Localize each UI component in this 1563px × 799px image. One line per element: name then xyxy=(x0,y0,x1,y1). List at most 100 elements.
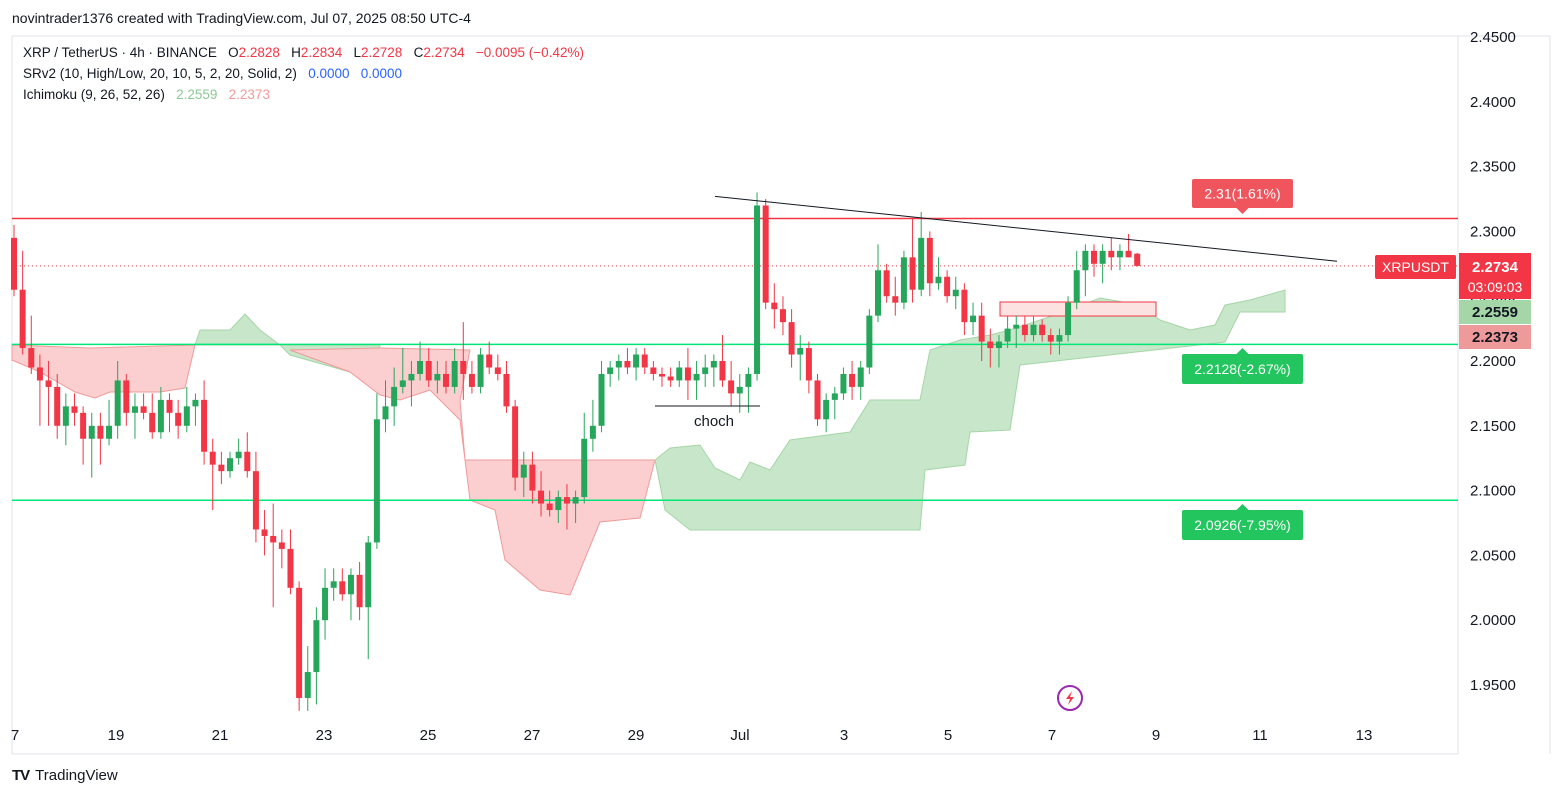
candle-body xyxy=(840,373,847,394)
candle-body xyxy=(106,425,113,439)
support-label-1-bg xyxy=(1182,354,1303,384)
candle xyxy=(866,309,873,374)
candle-body xyxy=(883,270,890,297)
candle xyxy=(425,348,432,387)
x-tick-label: 13 xyxy=(1356,727,1373,744)
low-label: L xyxy=(353,45,361,60)
candle xyxy=(347,568,354,621)
candle-body xyxy=(684,367,691,381)
candle-body xyxy=(875,270,881,316)
candle xyxy=(909,218,916,303)
ichimoku-cloud xyxy=(11,289,1286,596)
ichimoku-tag-2-text: 2.2373 xyxy=(1472,329,1518,346)
candle xyxy=(451,348,458,394)
candle-body xyxy=(615,361,622,368)
candle-body xyxy=(788,322,795,355)
candle-body xyxy=(1134,253,1141,266)
candle-body xyxy=(1013,324,1020,329)
candle xyxy=(399,348,406,394)
candle-body xyxy=(918,237,925,290)
x-tick-label: 7 xyxy=(11,727,19,744)
y-tick-label: 2.4500 xyxy=(1470,29,1516,46)
candle xyxy=(443,361,449,394)
ichimoku-legend[interactable]: Ichimoku (9, 26, 52, 26) 2.2559 2.2373 xyxy=(23,87,270,102)
x-tick-label: 11 xyxy=(1252,727,1268,744)
candle xyxy=(892,276,899,316)
candle-body xyxy=(512,406,519,478)
high-label: H xyxy=(291,45,301,60)
candle-body xyxy=(624,361,631,368)
candle-body xyxy=(270,535,277,543)
candle-body xyxy=(425,361,432,381)
candle xyxy=(1056,328,1063,355)
candle-body xyxy=(1004,328,1011,342)
candle xyxy=(28,315,35,374)
candle-body xyxy=(563,497,570,504)
candle xyxy=(952,276,959,310)
candle xyxy=(494,354,501,381)
candle xyxy=(970,302,977,336)
candle xyxy=(235,438,242,465)
lightning-icon[interactable] xyxy=(1057,685,1083,711)
candle-body xyxy=(857,367,864,387)
candle xyxy=(131,393,138,439)
candle-body xyxy=(667,376,674,381)
candle-body xyxy=(252,471,259,530)
tradingview-logo[interactable]: TV TradingView xyxy=(12,767,118,784)
candle-body xyxy=(261,529,268,536)
candle-body xyxy=(1021,324,1028,336)
candle-body xyxy=(339,581,346,595)
candle xyxy=(391,367,398,426)
ichimoku-label: Ichimoku (9, 26, 52, 26) xyxy=(23,87,165,102)
candle-body xyxy=(235,451,242,459)
x-tick-label: 7 xyxy=(1048,727,1056,744)
symbol-info[interactable]: XRP / TetherUS · 4h · BINANCE xyxy=(23,45,217,60)
candle xyxy=(166,393,173,433)
candle-body xyxy=(434,373,441,381)
candle-body xyxy=(581,438,588,498)
candle-body xyxy=(823,399,830,420)
candle xyxy=(88,412,95,478)
current-price-tag: 2.2734 03:09:03 xyxy=(1459,253,1531,299)
candle xyxy=(80,406,87,465)
ichimoku-value-1: 2.2559 xyxy=(176,87,218,102)
candle-body xyxy=(909,257,916,290)
candle-body xyxy=(771,302,778,310)
candle xyxy=(287,529,294,595)
x-tick-label: 23 xyxy=(316,727,333,744)
open-label: O xyxy=(228,45,239,60)
candle xyxy=(1013,315,1020,349)
candle-body xyxy=(1030,324,1037,336)
candle-body xyxy=(166,399,173,413)
candle xyxy=(1039,319,1046,342)
tradingview-brand: TradingView xyxy=(35,767,118,784)
ichimoku-tag-1: 2.2559 xyxy=(1459,300,1531,324)
support-label-1-pointer xyxy=(1236,348,1249,354)
candle-body xyxy=(468,373,475,387)
candle xyxy=(918,211,925,297)
candle-body xyxy=(382,406,389,420)
candle xyxy=(261,510,268,556)
candle xyxy=(19,250,26,355)
candle-body xyxy=(140,406,147,413)
y-tick-label: 2.3000 xyxy=(1470,223,1516,240)
y-tick-label: 2.1000 xyxy=(1470,483,1516,500)
srv2-legend[interactable]: SRv2 (10, High/Low, 20, 10, 5, 2, 20, So… xyxy=(23,66,402,81)
candle xyxy=(382,380,389,433)
candle-body xyxy=(97,425,104,439)
candle-body xyxy=(728,380,735,394)
candle xyxy=(849,361,856,400)
candle xyxy=(373,393,380,549)
candle-body xyxy=(460,361,467,374)
resistance-label: 2.31(1.61%) xyxy=(1192,179,1293,214)
candle xyxy=(995,335,1002,368)
candle xyxy=(624,348,631,374)
candle-body xyxy=(961,289,968,323)
candle xyxy=(754,192,761,381)
choch-label: choch xyxy=(694,413,734,430)
candle xyxy=(840,367,847,400)
candle xyxy=(278,529,285,569)
candle-body xyxy=(1073,270,1080,303)
candle-body xyxy=(28,348,35,368)
